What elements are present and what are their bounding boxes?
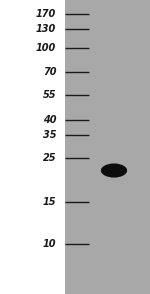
Text: 100: 100 [36, 43, 56, 53]
Text: 25: 25 [43, 153, 56, 163]
FancyBboxPatch shape [65, 0, 150, 294]
Text: 55: 55 [43, 90, 56, 100]
Text: 10: 10 [43, 239, 56, 249]
Text: 170: 170 [36, 9, 56, 19]
Text: 35: 35 [43, 130, 56, 140]
Text: 130: 130 [36, 24, 56, 34]
Text: 15: 15 [43, 197, 56, 207]
Text: 40: 40 [43, 115, 56, 125]
Text: 70: 70 [43, 67, 56, 77]
Ellipse shape [101, 163, 127, 178]
